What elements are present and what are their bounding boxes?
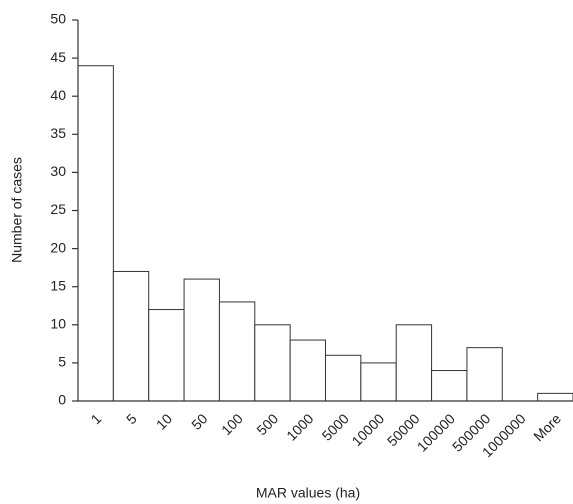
x-tick-label: 1000 xyxy=(283,410,316,443)
x-tick-label: 1 xyxy=(88,410,105,427)
bar xyxy=(112,270,150,402)
bar xyxy=(183,278,220,402)
x-tick-label: 10000 xyxy=(348,410,387,449)
y-tick-label: 25 xyxy=(50,201,66,217)
y-tick-label: 10 xyxy=(50,316,66,332)
x-tick-label: More xyxy=(530,410,564,444)
bar xyxy=(289,339,326,402)
y-tick-label: 15 xyxy=(50,277,66,293)
x-tick-label: 5000 xyxy=(319,410,352,443)
bar xyxy=(537,392,573,402)
y-tick-label: 20 xyxy=(50,239,66,255)
x-tick-label: 5 xyxy=(123,410,140,427)
y-tick-label: 0 xyxy=(58,392,66,408)
bar xyxy=(360,362,397,402)
x-tick-label: 100000 xyxy=(414,410,458,454)
y-tick-label: 50 xyxy=(50,11,66,27)
bar xyxy=(395,324,433,402)
bar xyxy=(218,301,256,402)
y-tick-label: 5 xyxy=(58,354,66,370)
bar xyxy=(466,347,503,402)
x-tick-label: 500 xyxy=(253,410,281,438)
bar xyxy=(431,370,468,402)
bar xyxy=(77,65,114,402)
bar xyxy=(325,354,362,402)
bar xyxy=(254,324,291,402)
x-tick-label: 10 xyxy=(153,410,175,432)
x-tick-label: 100 xyxy=(218,410,246,438)
x-axis-label: MAR values (ha) xyxy=(256,485,360,501)
bar xyxy=(148,309,185,402)
x-tick-label: 50 xyxy=(188,410,210,432)
y-tick-label: 40 xyxy=(50,87,66,103)
y-tick-label: 45 xyxy=(50,49,66,65)
y-axis-label: Number of cases xyxy=(9,157,25,263)
y-tick-label: 35 xyxy=(50,125,66,141)
y-tick-label: 30 xyxy=(50,163,66,179)
